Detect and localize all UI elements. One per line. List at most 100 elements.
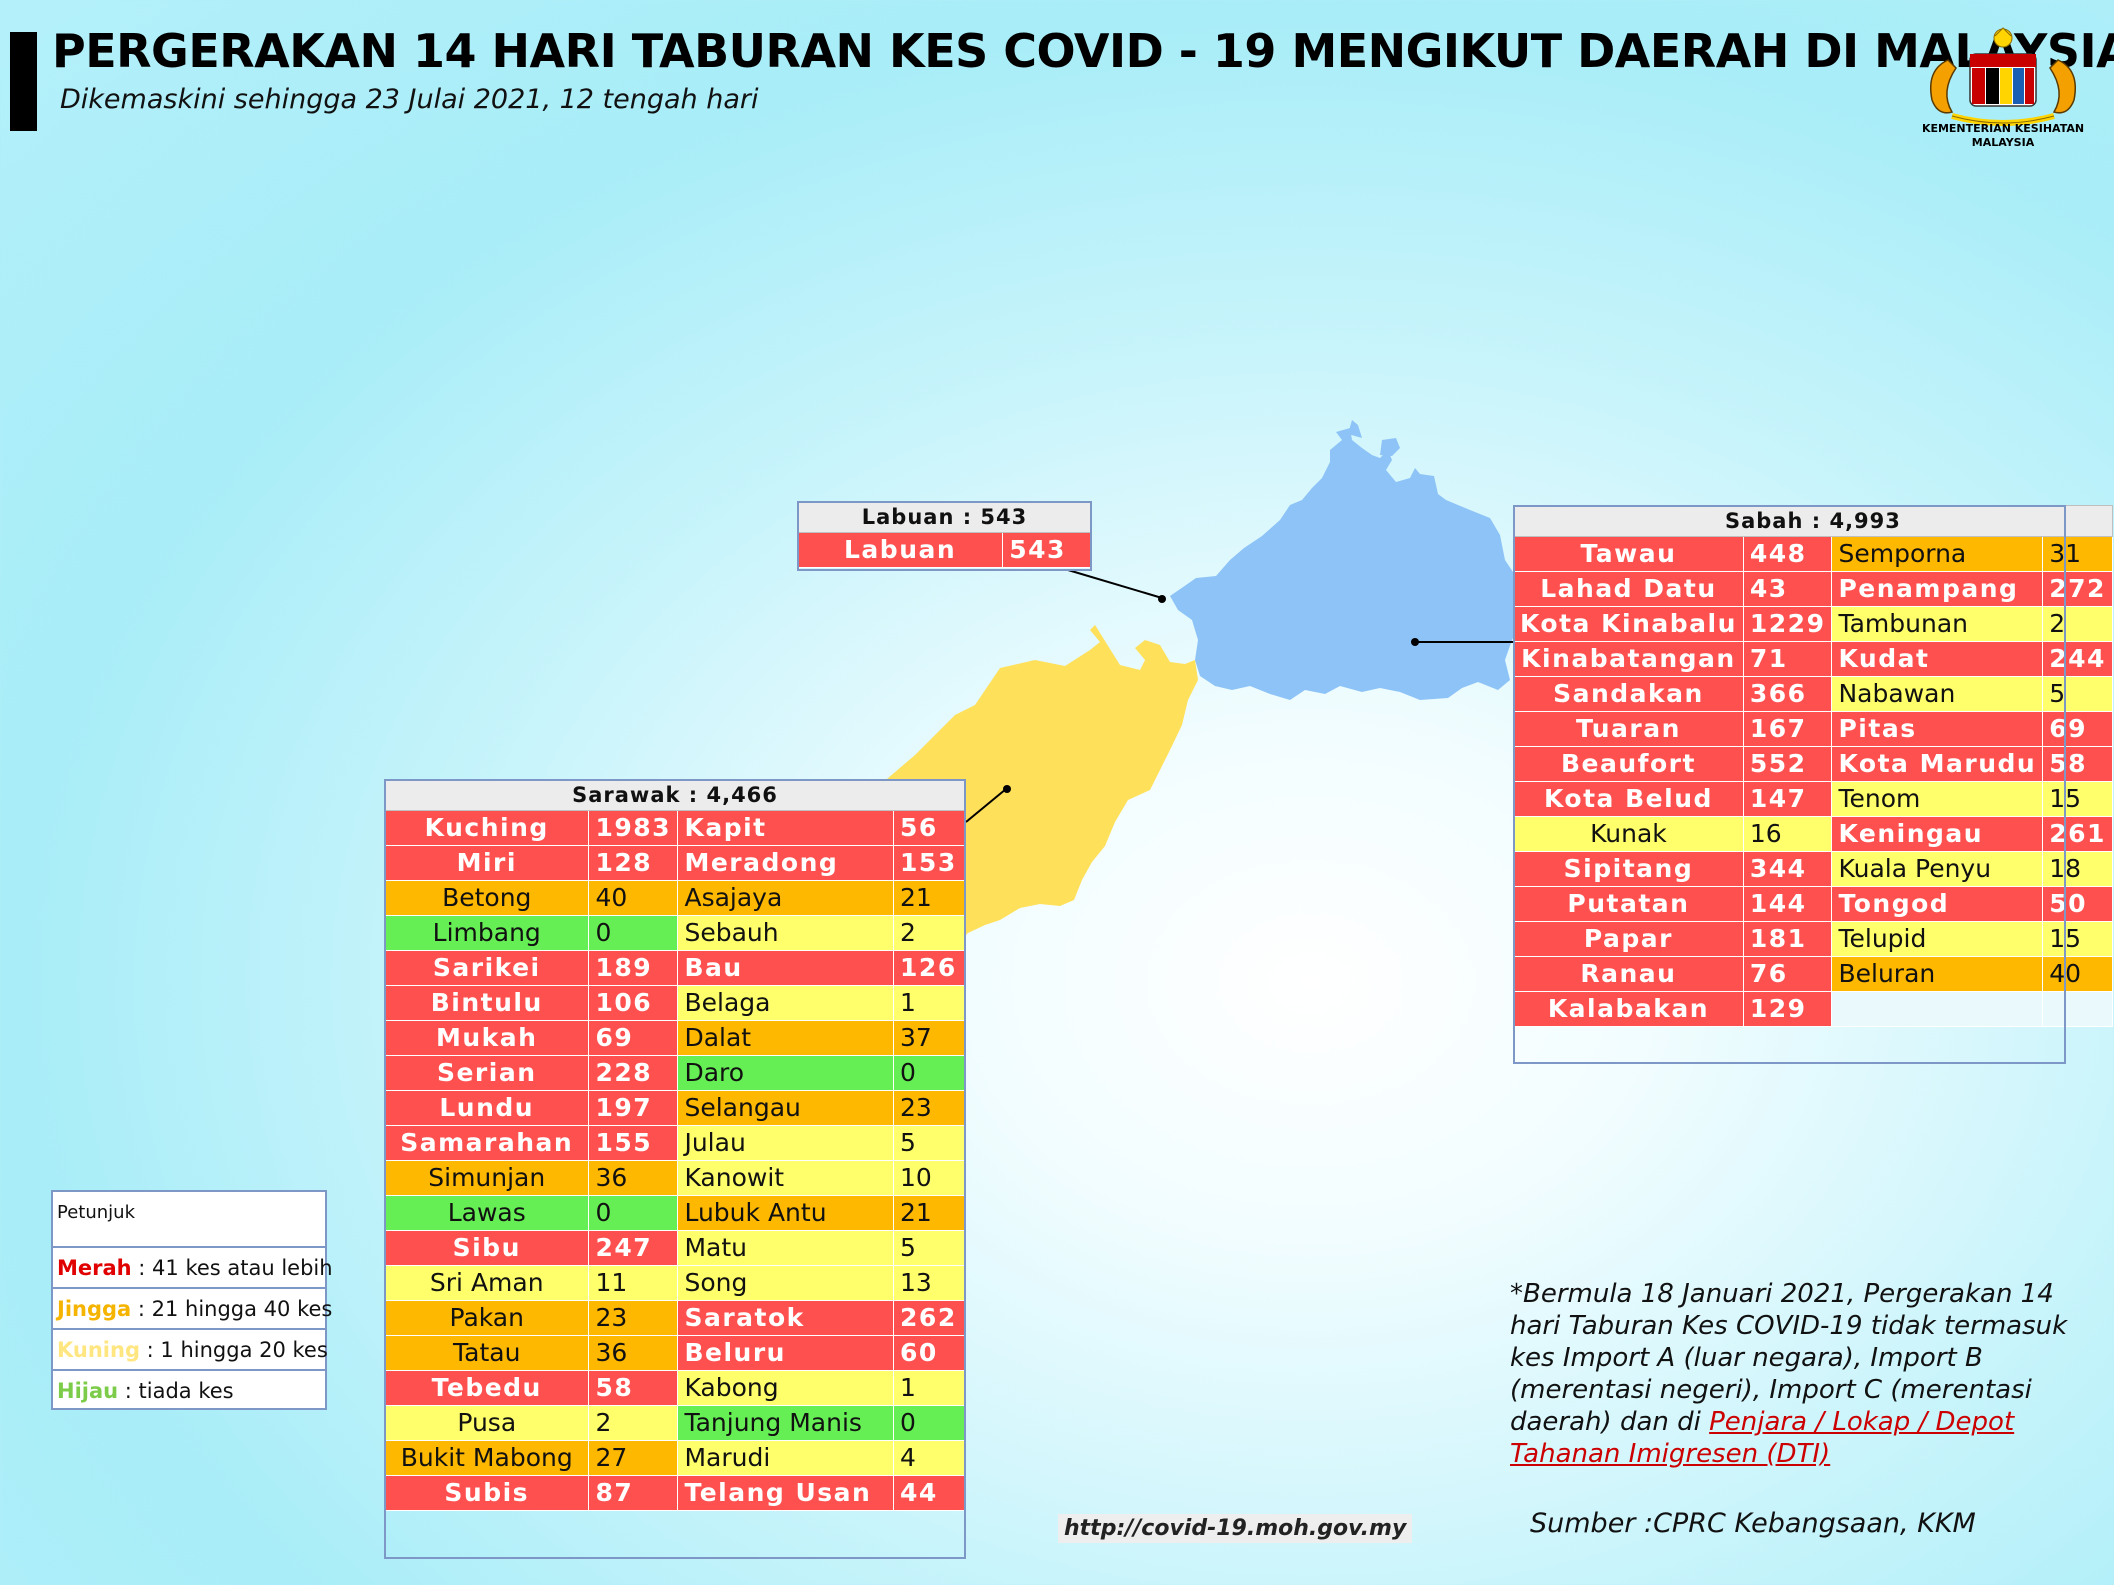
district-name: Pitas [1831, 711, 2044, 747]
district-cases: 58 [2042, 746, 2113, 782]
sabah-row: Beaufort 552 Kota Marudu 58 [1513, 746, 2113, 782]
sarawak-row: Sarikei 189 Bau 126 [383, 950, 966, 986]
website-url[interactable]: http://covid-19.moh.gov.my [1058, 1514, 1413, 1543]
district-cases: 50 [2042, 886, 2113, 922]
district-cases: 36 [588, 1160, 679, 1196]
sarawak-table: Sarawak : 4,466 Kuching 1983 Kapit 56 Miri 128… [383, 779, 966, 1511]
district-cases: 10 [893, 1160, 966, 1196]
district-name: Kapit [677, 810, 895, 846]
sarawak-row: Miri 128 Meradong 153 [383, 845, 966, 881]
district-name: Beluran [1831, 956, 2044, 992]
district-cases: 167 [1742, 711, 1833, 747]
legend-title: Petunjuk [53, 1192, 325, 1248]
sabah-row: Kota Kinabalu 1229 Tambunan 2 [1513, 606, 2113, 642]
labuan-header: Labuan : 543 [797, 501, 1092, 533]
legend-item-jingga: Jingga : 21 hingga 40 kes [53, 1289, 332, 1330]
labuan-table: Labuan : 543 Labuan 543 [796, 501, 1092, 568]
district-name: Nabawan [1831, 676, 2044, 712]
district-name: Kota Kinabalu [1513, 606, 1744, 642]
labuan-connector-line [1067, 569, 1163, 599]
district-cases: 344 [1742, 851, 1833, 887]
district-cases: 262 [893, 1300, 966, 1336]
district-name: Daro [677, 1055, 895, 1091]
sabah-row: Lahad Datu 43 Penampang 272 [1513, 571, 2113, 607]
sabah-row: Kota Belud 147 Tenom 15 [1513, 781, 2113, 817]
district-cases: 272 [2042, 571, 2113, 607]
district-cases: 0 [893, 1055, 966, 1091]
sarawak-row: Mukah 69 Dalat 37 [383, 1020, 966, 1056]
district-name: Tanjung Manis [677, 1405, 895, 1441]
legend-item-merah: Merah : 41 kes atau lebih [53, 1248, 333, 1289]
district-name: Telupid [1831, 921, 2044, 957]
district-cases: 189 [588, 950, 679, 986]
district-name: Bau [677, 950, 895, 986]
sabah-row: Tawau 448 Semporna 31 [1513, 536, 2113, 572]
district-cases: 247 [588, 1230, 679, 1266]
sabah-row: Kunak 16 Keningau 261 [1513, 816, 2113, 852]
sarawak-row: Lundu 197 Selangau 23 [383, 1090, 966, 1126]
legend-key: Hijau [57, 1379, 119, 1403]
district-name: Limbang [383, 915, 590, 951]
district-name: Asajaya [677, 880, 895, 916]
district-cases: 40 [588, 880, 679, 916]
district-cases: 155 [588, 1125, 679, 1161]
district-cases: 2 [893, 915, 966, 951]
sabah-row: Papar 181 Telupid 15 [1513, 921, 2113, 957]
district-name: Mukah [383, 1020, 590, 1056]
district-cases: 23 [588, 1300, 679, 1336]
logo-text-line2: MALAYSIA [1971, 136, 2035, 149]
district-cases: 181 [1742, 921, 1833, 957]
district-cases: 76 [1742, 956, 1833, 992]
sarawak-marker [1003, 785, 1011, 793]
labuan-row: Labuan 543 [796, 532, 1092, 568]
district-cases: 0 [893, 1405, 966, 1441]
district-name: Tatau [383, 1335, 590, 1371]
district-cases: 106 [588, 985, 679, 1021]
sabah-header-row: Sabah : 4,993 [1513, 505, 2113, 537]
district-cases: 13 [893, 1265, 966, 1301]
district-name: Julau [677, 1125, 895, 1161]
district-name: Lundu [383, 1090, 590, 1126]
district-cases: 147 [1742, 781, 1833, 817]
district-name: Tebedu [383, 1370, 590, 1406]
district-name: Selangau [677, 1090, 895, 1126]
sabah-row: Sandakan 366 Nabawan 5 [1513, 676, 2113, 712]
sabah-row: Kalabakan 129 [1513, 991, 2113, 1027]
sarawak-row: Sibu 247 Matu 5 [383, 1230, 966, 1266]
district-cases [2042, 991, 2113, 1027]
district-name: Pusa [383, 1405, 590, 1441]
district-name: Kuching [383, 810, 590, 846]
legend-text: : tiada kes [118, 1379, 234, 1403]
district-name: Sibu [383, 1230, 590, 1266]
district-cases: 197 [588, 1090, 679, 1126]
page-title: PERGERAKAN 14 HARI TABURAN KES COVID - 1… [52, 24, 2114, 78]
district-cases: 5 [893, 1125, 966, 1161]
sarawak-header-row: Sarawak : 4,466 [384, 779, 966, 811]
sarawak-row: Limbang 0 Sebauh 2 [383, 915, 966, 951]
district-cases: 1229 [1742, 606, 1833, 642]
ministry-coat-of-arms-logo [1930, 27, 2076, 126]
district-name: Lawas [383, 1195, 590, 1231]
district-name: Labuan [796, 532, 1004, 568]
district-name: Belaga [677, 985, 895, 1021]
footnote-link[interactable]: Penjara / Lokap / Depot Tahanan Imigrese… [1510, 1407, 2015, 1469]
sabah-row: Sipitang 344 Kuala Penyu 18 [1513, 851, 2113, 887]
district-cases: 5 [2042, 676, 2113, 712]
sarawak-connector-line [965, 788, 1007, 823]
district-name: Tongod [1831, 886, 2044, 922]
district-cases: 15 [2042, 781, 2113, 817]
page-subtitle: Dikemaskini sehingga 23 Julai 2021, 12 t… [60, 84, 759, 115]
district-name: Dalat [677, 1020, 895, 1056]
district-name: Penampang [1831, 571, 2044, 607]
district-cases: 71 [1742, 641, 1833, 677]
legend-key: Merah [57, 1256, 132, 1280]
district-cases: 27 [588, 1440, 679, 1476]
sabah-table: Sabah : 4,993 Tawau 448 Semporna 31 Lahad Dat… [1513, 505, 2113, 1027]
district-name: Sipitang [1513, 851, 1744, 887]
district-name: Miri [383, 845, 590, 881]
district-cases: 0 [588, 915, 679, 951]
district-cases: 0 [588, 1195, 679, 1231]
district-name: Keningau [1831, 816, 2044, 852]
district-name: Betong [383, 880, 590, 916]
district-cases: 153 [893, 845, 966, 881]
